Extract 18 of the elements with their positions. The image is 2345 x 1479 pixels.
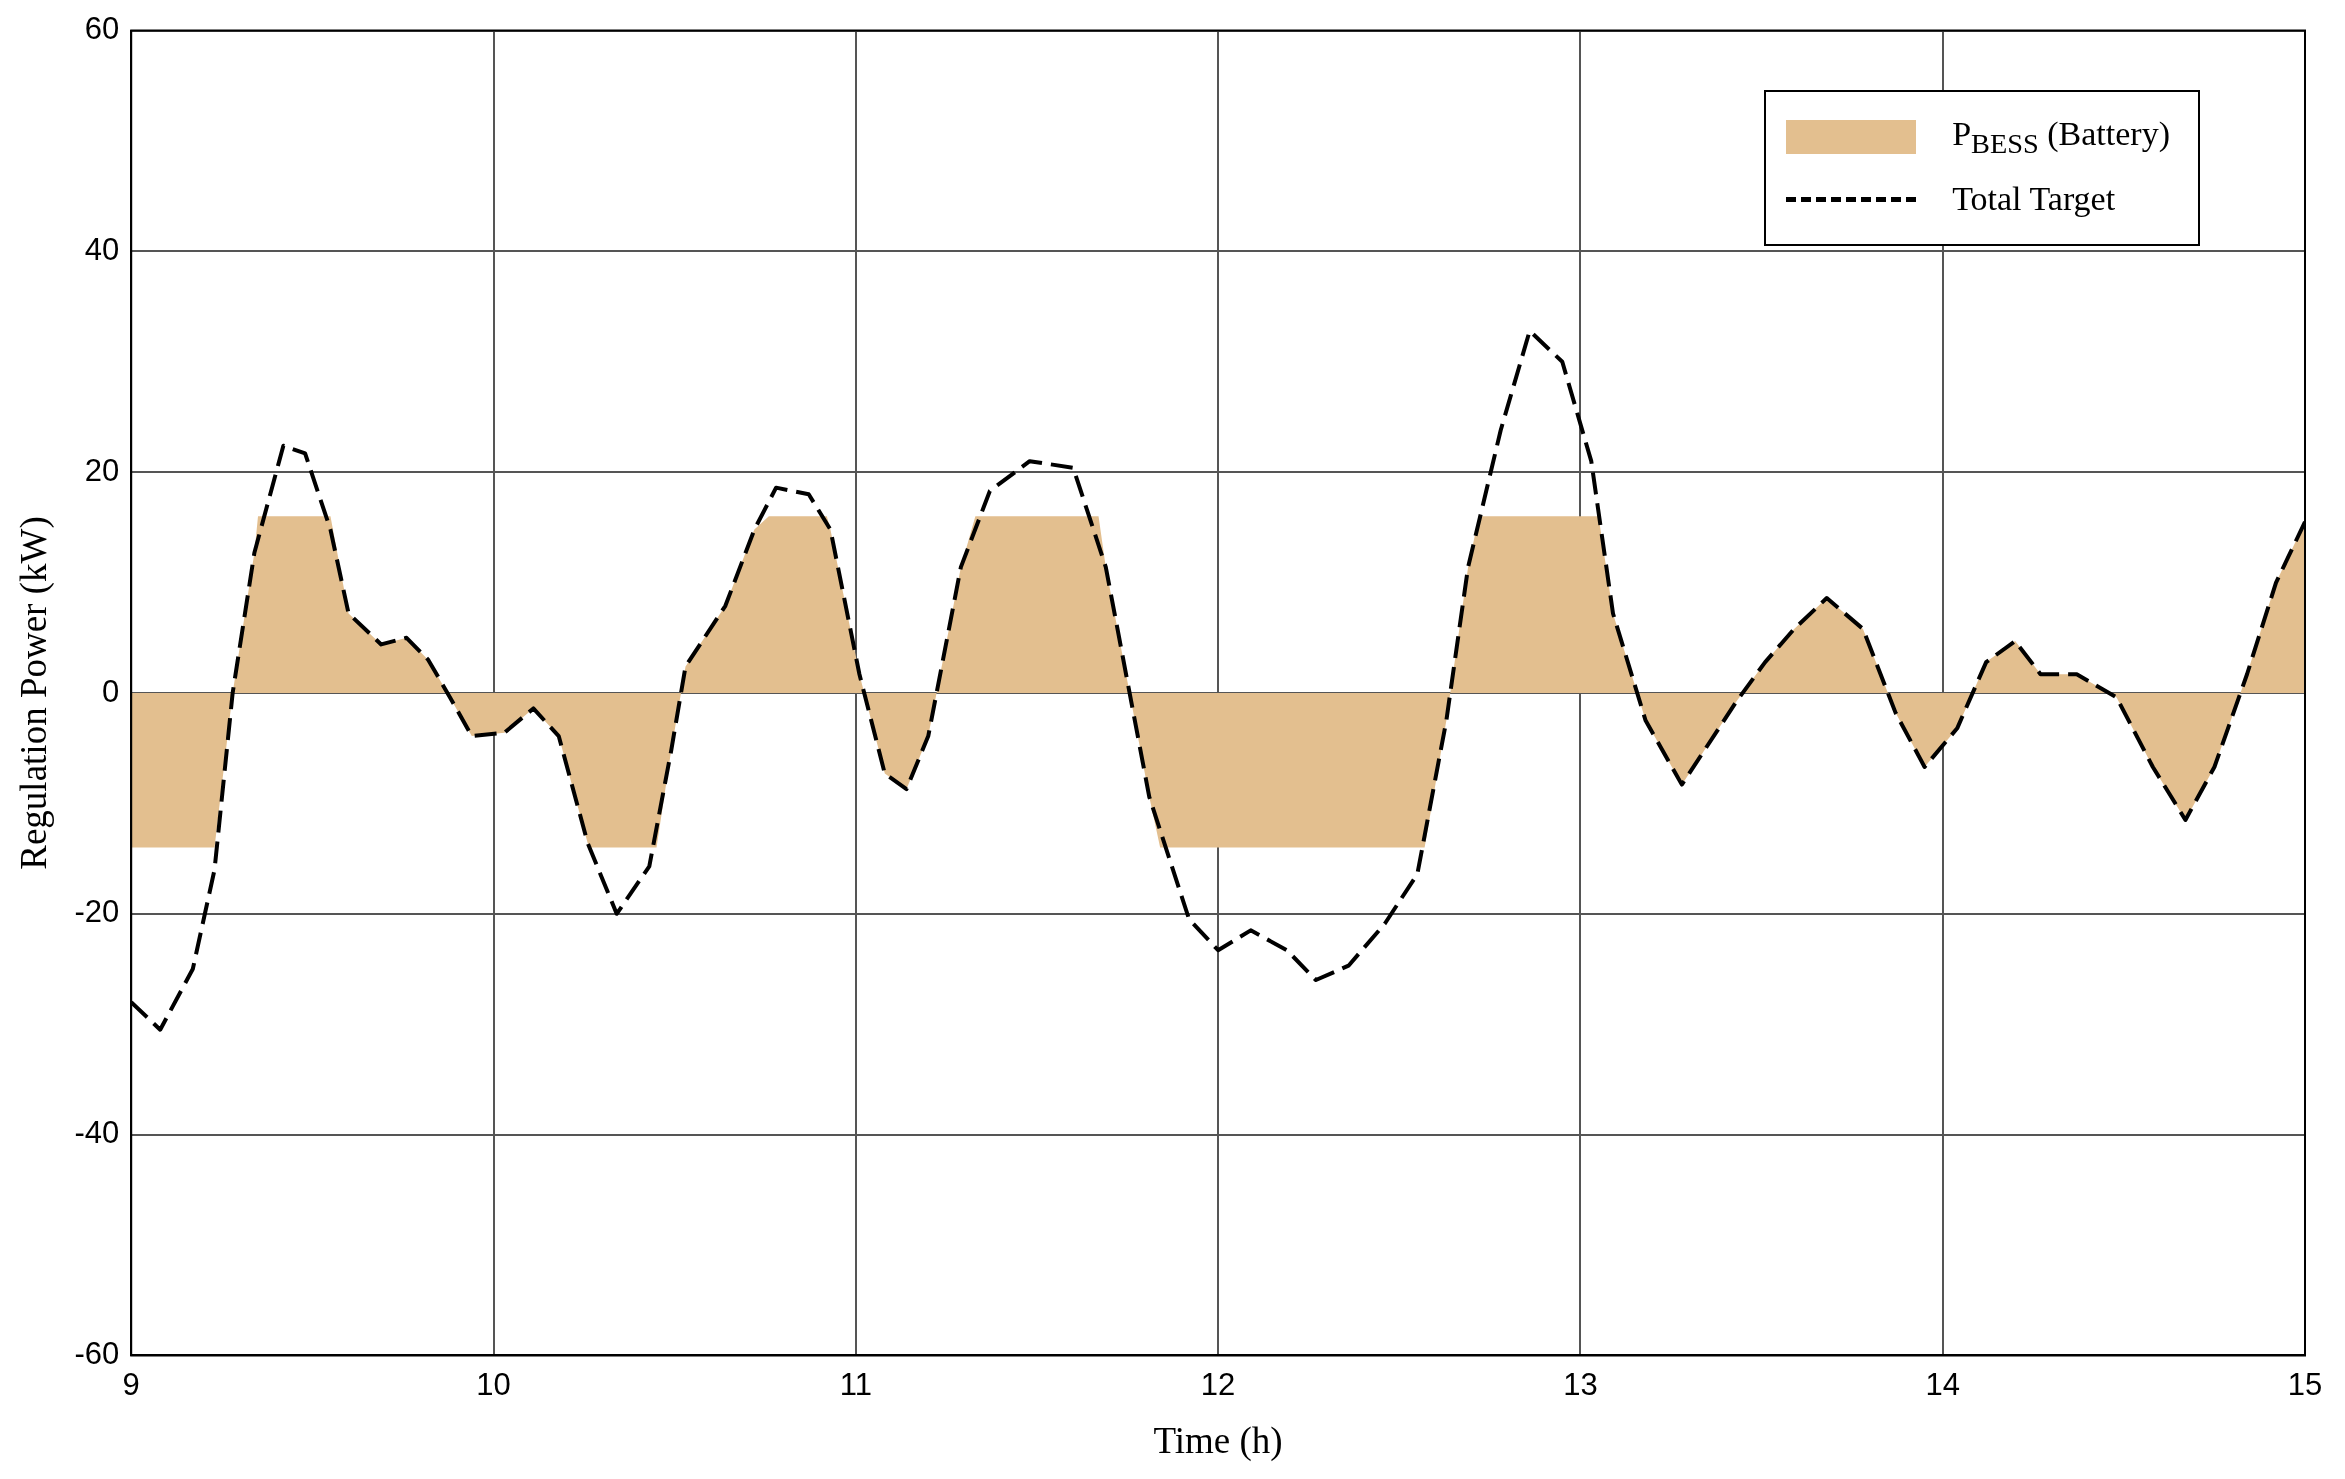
x-tick-label: 10 bbox=[476, 1366, 511, 1402]
x-tick-label: 11 bbox=[839, 1366, 872, 1402]
y-tick-label: 40 bbox=[84, 231, 120, 267]
y-tick-label: 0 bbox=[101, 673, 120, 709]
legend-label: P$_{BESS}$ (Battery) bbox=[1952, 114, 2170, 160]
x-tick-label: 9 bbox=[122, 1366, 140, 1402]
x-tick-label: 13 bbox=[1563, 1366, 1598, 1402]
y-axis-title: Regulation Power (kW) bbox=[12, 516, 55, 870]
x-tick-label: 15 bbox=[2287, 1366, 2323, 1402]
y-tick-label: -40 bbox=[74, 1115, 120, 1151]
y-tick-label: 60 bbox=[84, 11, 120, 47]
x-axis-title: Time (h) bbox=[1153, 1419, 1283, 1462]
legend-label: Total Target bbox=[1952, 180, 2116, 218]
y-tick-label: 20 bbox=[84, 452, 120, 488]
x-tick-label: 14 bbox=[1925, 1366, 1960, 1402]
y-tick-label: -60 bbox=[74, 1335, 120, 1371]
y-tick-label: -20 bbox=[74, 894, 120, 930]
x-tick-label: 12 bbox=[1200, 1366, 1236, 1402]
